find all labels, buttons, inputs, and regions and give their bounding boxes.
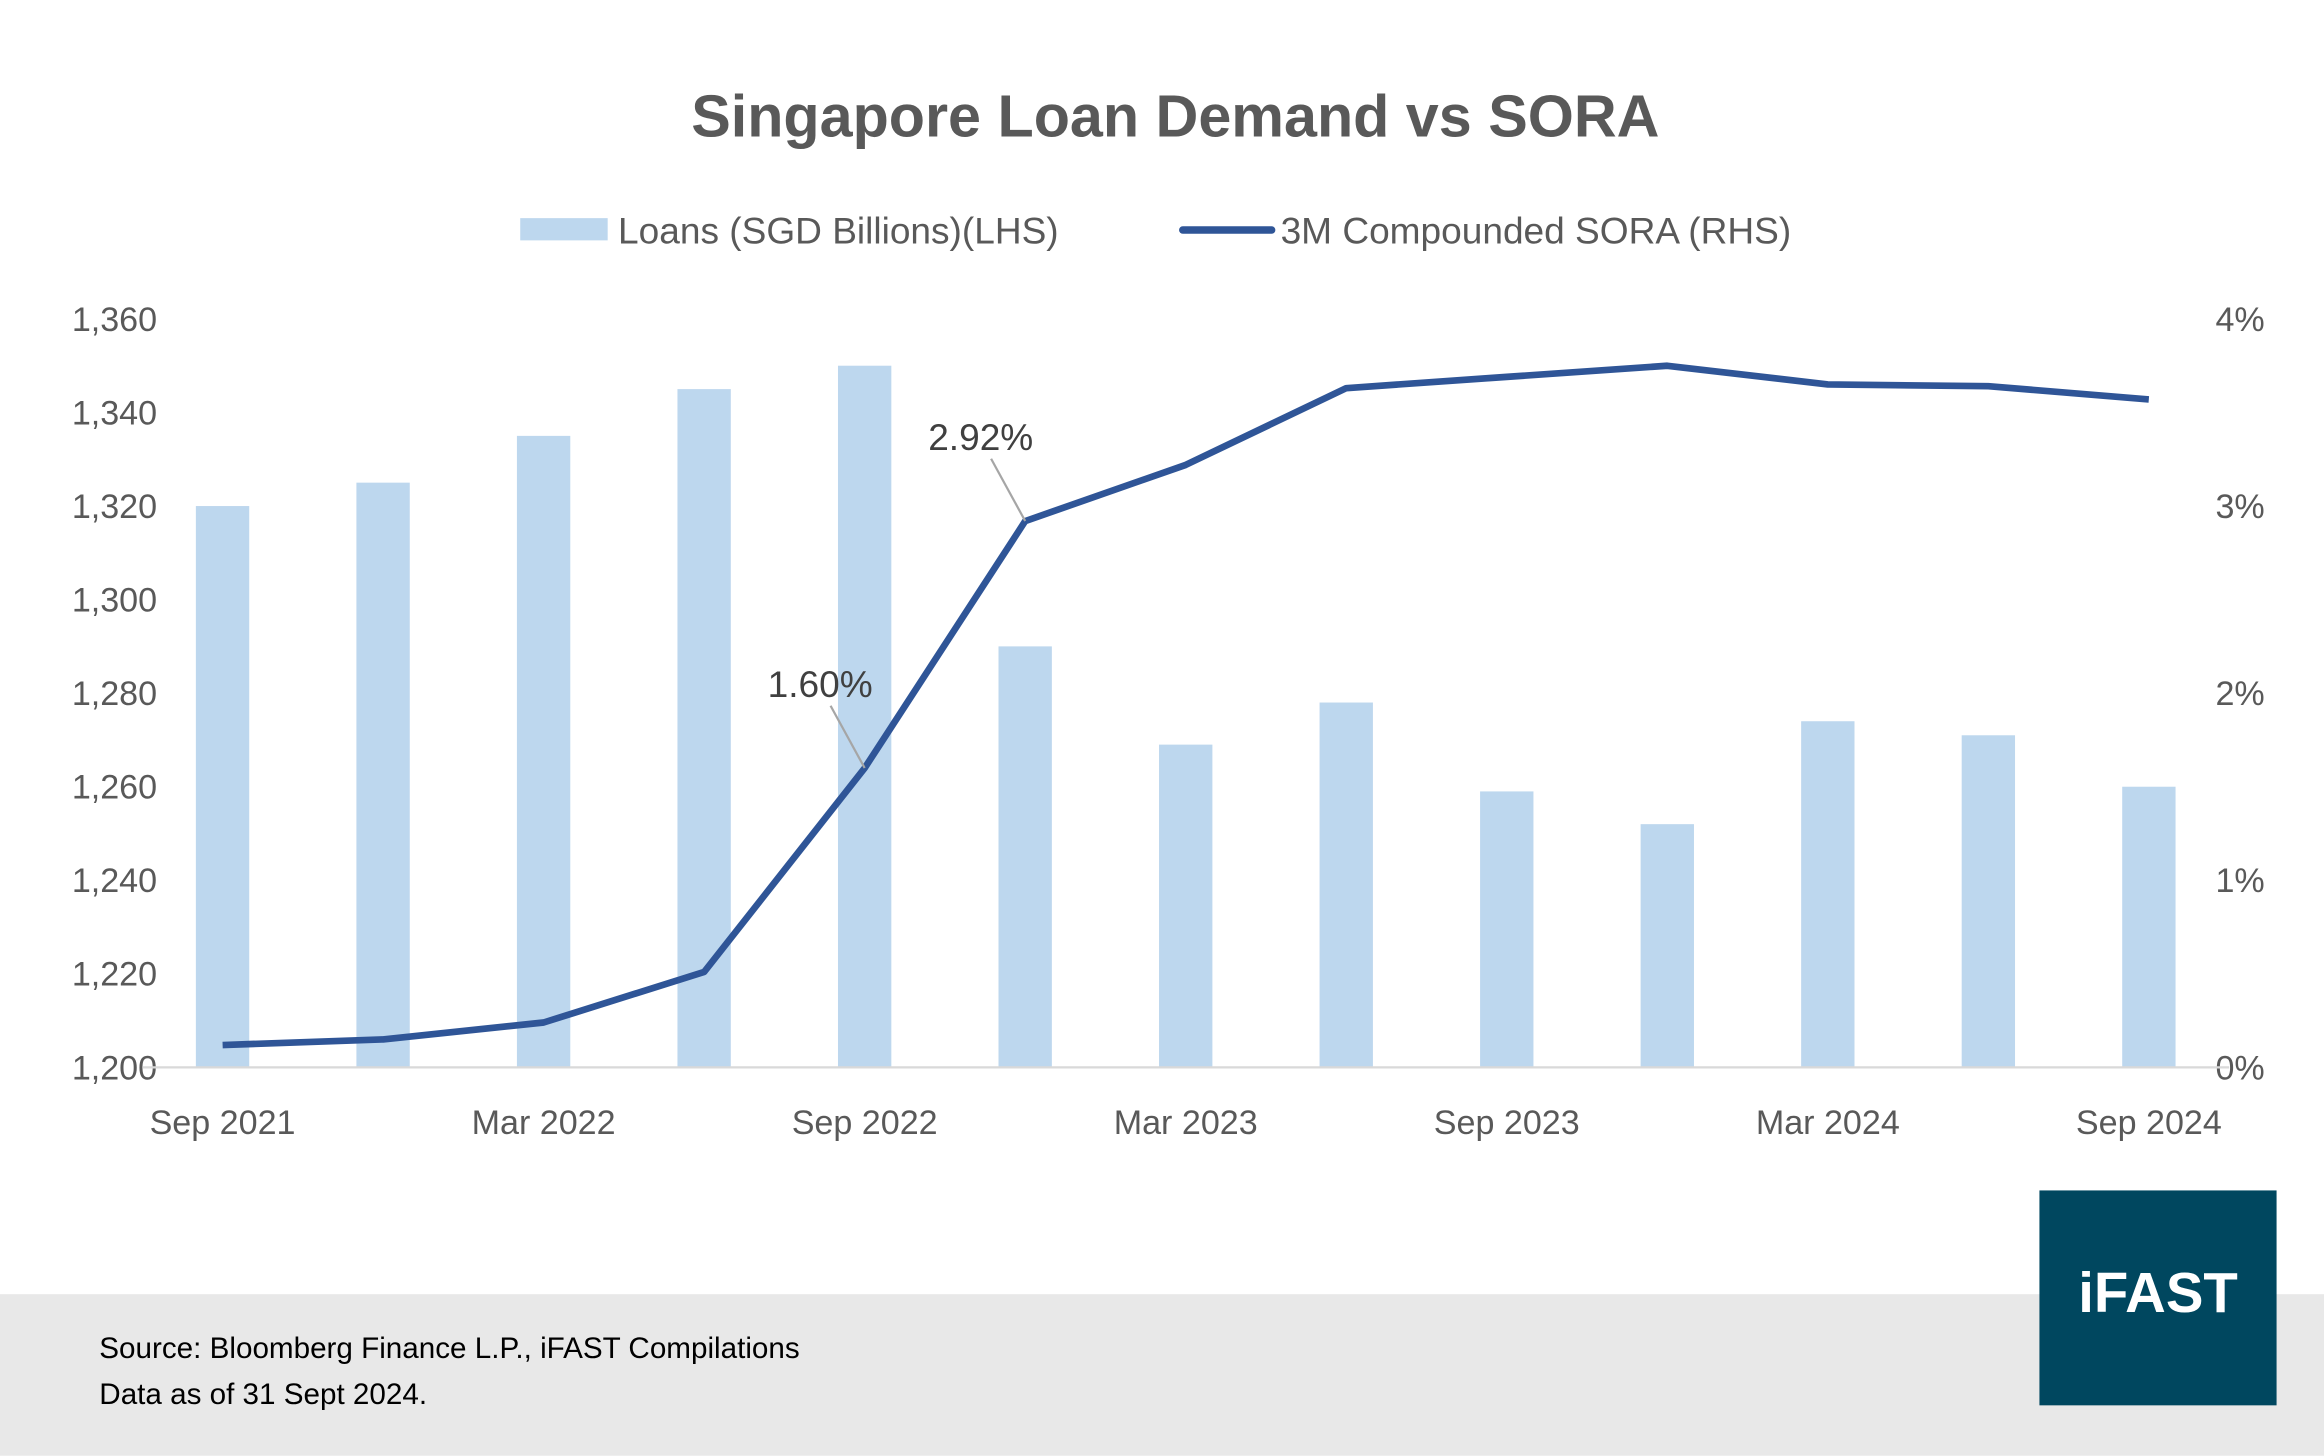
bar-loans-jun-2023 — [1319, 702, 1373, 1068]
left-axis-tick-label: 1,240 — [72, 862, 157, 900]
left-axis-tick-label: 1,220 — [72, 956, 157, 994]
annotation-label: 2.92% — [928, 416, 1033, 458]
bar-loans-dec-2023 — [1640, 824, 1694, 1068]
footer-data-as-of: Data as of 31 Sept 2024. — [99, 1378, 427, 1411]
left-axis-tick-label: 1,360 — [72, 301, 157, 339]
bar-loans-sep-2022 — [837, 365, 892, 1068]
x-axis-tick-label: Mar 2022 — [472, 1104, 616, 1142]
x-axis-tick-label: Sep 2024 — [2076, 1104, 2222, 1142]
footer-source: Source: Bloomberg Finance L.P., iFAST Co… — [99, 1332, 799, 1365]
bar-loans-sep-2021 — [195, 506, 250, 1068]
annotation-label: 1.60% — [768, 663, 873, 705]
left-axis-tick-label: 1,340 — [72, 394, 157, 432]
bar-loans-jun-2022 — [677, 389, 731, 1068]
x-axis-tick-label: Mar 2024 — [1756, 1104, 1900, 1142]
annotation-leader-line — [829, 705, 866, 769]
right-axis-tick-label: 4% — [2215, 301, 2264, 339]
footer-band — [0, 1294, 2324, 1456]
left-axis-tick-label: 1,320 — [72, 488, 157, 526]
x-axis-tick-label: Sep 2023 — [1434, 1104, 1580, 1142]
bar-loans-mar-2023 — [1159, 744, 1213, 1068]
legend-swatch-loans — [520, 218, 608, 241]
bar-loans-dec-2021 — [356, 482, 410, 1068]
sora-line — [222, 362, 2150, 1049]
left-axis-tick-label: 1,280 — [72, 675, 157, 713]
right-axis-tick-label: 3% — [2215, 488, 2264, 526]
ifast-logo: iFAST — [2039, 1190, 2277, 1406]
right-axis-tick-label: 2% — [2215, 675, 2264, 713]
chart-title: Singapore Loan Demand vs SORA — [691, 83, 1659, 150]
bar-loans-dec-2022 — [998, 646, 1052, 1068]
annotation-leader-line — [990, 458, 1027, 522]
legend-label-loans: Loans (SGD Billions)(LHS) — [618, 209, 1059, 251]
x-axis-tick-label: Sep 2022 — [792, 1104, 938, 1142]
left-axis-tick-label: 1,260 — [72, 769, 157, 807]
x-axis-tick-label: Mar 2023 — [1114, 1104, 1258, 1142]
right-axis-tick-label: 1% — [2215, 862, 2264, 900]
bar-loans-sep-2023 — [1480, 791, 1534, 1068]
bar-loans-mar-2024 — [1801, 721, 1855, 1068]
bar-loans-mar-2022 — [516, 435, 571, 1068]
bar-loans-jun-2024 — [1961, 735, 2016, 1068]
legend-label-sora: 3M Compounded SORA (RHS) — [1281, 209, 1792, 251]
left-axis-tick-label: 1,300 — [72, 581, 157, 619]
svg-text:iFAST: iFAST — [2078, 1261, 2238, 1324]
legend: Loans (SGD Billions)(LHS) 3M Compounded … — [520, 209, 1791, 251]
x-axis-tick-label: Sep 2021 — [150, 1104, 296, 1142]
bar-loans-sep-2024 — [2122, 786, 2176, 1068]
